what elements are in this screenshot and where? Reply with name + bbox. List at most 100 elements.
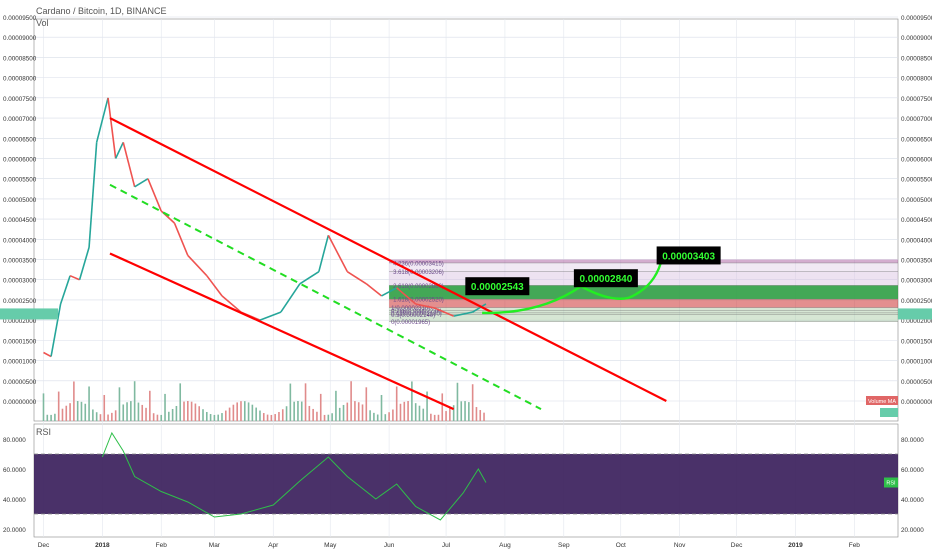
y-tick-label-left: 0.00003000 xyxy=(3,278,37,285)
y-tick-label-left: 0.00009000 xyxy=(3,35,37,42)
y-tick-label-right: 0.00001000 xyxy=(901,359,932,366)
price-segment xyxy=(59,275,71,305)
price-segment xyxy=(134,178,149,188)
volume-bar xyxy=(190,401,193,421)
price-segment xyxy=(434,307,454,317)
fib-zone xyxy=(389,259,898,263)
volume-bar xyxy=(483,412,485,421)
volume-bar xyxy=(209,414,212,421)
volume-bar xyxy=(471,384,474,421)
volume-bar xyxy=(251,404,254,421)
y-tick-label-left: 0.00008500 xyxy=(3,55,37,62)
volume-bar xyxy=(452,405,455,421)
price-segment xyxy=(280,283,301,313)
volume-bar xyxy=(183,401,185,421)
volume-bar xyxy=(194,403,197,421)
rsi-y-tick-left: 60.0000 xyxy=(3,467,26,474)
x-tick-label: Aug xyxy=(499,542,511,549)
volume-bar xyxy=(418,405,421,421)
y-tick-label-right: 0.00006500 xyxy=(901,136,932,143)
volume-bar xyxy=(335,390,337,421)
volume-bar xyxy=(232,404,235,421)
volume-bar xyxy=(338,407,341,421)
rsi-y-tick-left: 80.0000 xyxy=(3,437,26,444)
volume-bar xyxy=(403,401,406,421)
price-segment xyxy=(43,351,52,358)
volume-bar xyxy=(126,402,128,421)
price-segment xyxy=(365,283,382,297)
y-tick-label-right: 0.00007000 xyxy=(901,116,932,123)
volume-bar xyxy=(319,393,322,421)
rsi-badge xyxy=(884,477,898,488)
volume-bar xyxy=(399,403,402,421)
price-segment xyxy=(88,142,98,248)
fib-level-label: 1(0.00002310) xyxy=(391,306,430,312)
volume-bar xyxy=(107,414,109,421)
volume-bar xyxy=(342,404,345,421)
volume-bar xyxy=(331,413,333,421)
fib-level-label: 1.618(0.00002520) xyxy=(393,298,444,304)
volume-bar xyxy=(327,414,330,421)
rsi-badge-text: RSI xyxy=(886,481,896,487)
volume-ma-badge xyxy=(866,396,898,405)
volume-bar xyxy=(73,381,75,421)
x-tick-label: Mar xyxy=(209,542,221,549)
volume-bar xyxy=(221,413,223,421)
rsi-y-tick-right: 20.0000 xyxy=(901,527,924,534)
rsi-y-tick-left: 40.0000 xyxy=(3,497,26,504)
volume-bar xyxy=(152,413,155,421)
volume-bar xyxy=(217,414,219,421)
volume-bar xyxy=(141,404,144,421)
volume-bar xyxy=(285,406,288,421)
volume-bar xyxy=(243,401,246,421)
y-tick-label-right: 0.00000000 xyxy=(901,399,932,406)
volume-bar xyxy=(460,401,463,421)
fib-level-label: 0.786(0.00002238) xyxy=(391,309,442,315)
price-segment xyxy=(187,254,208,277)
volume-bar xyxy=(300,401,303,421)
y-tick-label-right: 0.00008000 xyxy=(901,76,932,83)
x-tick-label: Dec xyxy=(731,542,743,549)
volume-bar xyxy=(114,410,117,421)
volume-bar xyxy=(137,402,140,421)
x-tick-label: Feb xyxy=(156,542,168,549)
y-tick-label-left: 0.00006500 xyxy=(3,136,37,143)
volume-bar xyxy=(240,401,242,421)
price-segment xyxy=(122,142,136,187)
volume-bar xyxy=(479,410,482,421)
volume-bar xyxy=(156,414,159,421)
volume-bar xyxy=(236,402,238,421)
price-segment xyxy=(173,222,189,256)
price-segment xyxy=(95,97,109,143)
y-tick-label-right: 0.00009000 xyxy=(901,35,932,42)
volume-bar xyxy=(365,387,368,421)
volume-bar xyxy=(118,387,121,421)
volume-bar xyxy=(133,381,136,421)
volume-bar xyxy=(392,409,394,421)
rsi-y-tick-left: 20.0000 xyxy=(3,527,26,534)
y-tick-label-left: 0.00001000 xyxy=(3,359,37,366)
x-tick-label: 2018 xyxy=(95,542,110,549)
volume-label: Vol xyxy=(36,18,49,28)
price-segment xyxy=(107,97,117,159)
volume-bar xyxy=(316,411,318,421)
projection-target-box xyxy=(465,277,530,296)
volume-badge xyxy=(880,408,898,417)
volume-bar xyxy=(179,383,182,421)
volume-bar xyxy=(304,383,307,421)
volume-bar xyxy=(42,393,45,421)
y-tick-label-left: 0.00003500 xyxy=(3,258,37,265)
volume-bar xyxy=(247,402,250,421)
projection-curve xyxy=(482,263,662,315)
volume-bar xyxy=(346,402,349,421)
volume-bar xyxy=(168,411,170,421)
fib-level-label: 0(0.00001965) xyxy=(391,320,430,326)
y-tick-label-right: 0.00005500 xyxy=(901,177,932,184)
y-tick-label-left: 0.00008000 xyxy=(3,76,37,83)
x-tick-label: Nov xyxy=(674,542,686,549)
volume-bar xyxy=(308,405,311,421)
fib-zone xyxy=(389,262,898,272)
x-tick-label: Feb xyxy=(849,542,861,549)
volume-bar xyxy=(388,412,390,421)
